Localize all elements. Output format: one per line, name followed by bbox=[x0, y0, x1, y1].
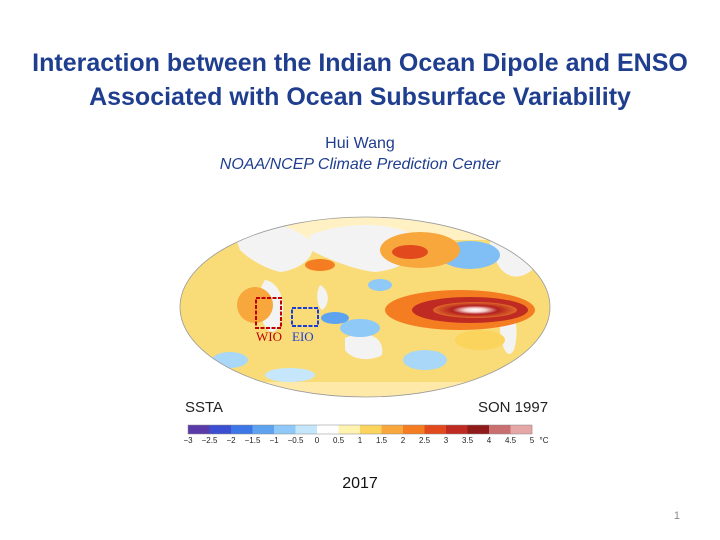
ssta-map-figure: WIO EIO SSTA SON 1997 −3 −2.5 −2 −1.5 −1 −0.5… bbox=[170, 210, 560, 460]
colorbar-tick-label: −0.5 bbox=[287, 436, 304, 445]
colorbar-swatch bbox=[338, 425, 361, 434]
colorbar-swatch bbox=[188, 425, 210, 434]
author-name: Hui Wang bbox=[325, 135, 395, 152]
colorbar-swatch bbox=[295, 425, 318, 434]
colorbar-swatch bbox=[317, 425, 339, 434]
eio-box bbox=[291, 307, 319, 327]
colorbar-tick-label: −2 bbox=[226, 436, 236, 445]
colorbar-tick-label: 2 bbox=[400, 436, 406, 445]
colorbar-tick-label: 4.5 bbox=[504, 436, 517, 445]
colorbar bbox=[187, 424, 533, 435]
colorbar-swatch bbox=[381, 425, 404, 434]
year: 2017 bbox=[342, 475, 378, 492]
colorbar-border bbox=[187, 424, 533, 435]
wio-label: WIO bbox=[256, 329, 282, 344]
colorbar-swatch bbox=[403, 425, 425, 434]
colorbar-tick-label: 1.5 bbox=[375, 436, 388, 445]
colorbar-tick-label: 5 bbox=[529, 436, 535, 445]
colorbar-swatch bbox=[446, 425, 468, 434]
season-label: SON 1997 bbox=[478, 399, 549, 416]
author-affiliation: NOAA/NCEP Climate Prediction Center bbox=[219, 156, 501, 173]
colorbar-swatch bbox=[467, 425, 490, 434]
colorbar-tick-label: 0 bbox=[314, 436, 320, 445]
colorbar-swatch bbox=[489, 425, 511, 434]
colorbar-unit: °C bbox=[539, 436, 549, 445]
colorbar-swatch bbox=[424, 425, 447, 434]
ssta-map-graphic: WIO EIO bbox=[179, 216, 551, 435]
colorbar-tick-labels: −3 −2.5 −2 −1.5 −1 −0.5 0 0.5 1 1.5 2 2.5 3 3.5 4 4.5 5 °… bbox=[170, 436, 560, 450]
colorbar-tick-label: 1 bbox=[357, 436, 363, 445]
map-anomaly-field bbox=[180, 217, 550, 397]
colorbar-swatch bbox=[274, 425, 296, 434]
page-number: 1 bbox=[673, 510, 680, 522]
colorbar-tick-label: 4 bbox=[486, 436, 492, 445]
colorbar-tick-label: 3.5 bbox=[461, 436, 474, 445]
wio-box bbox=[255, 297, 282, 329]
variable-label: SSTA bbox=[185, 399, 224, 416]
colorbar-tick-label: −1.5 bbox=[244, 436, 261, 445]
colorbar-swatch bbox=[231, 425, 253, 434]
colorbar-swatch bbox=[510, 425, 533, 434]
colorbar-swatch bbox=[360, 425, 382, 434]
colorbar-tick-label: 3 bbox=[443, 436, 449, 445]
title-line-1: Interaction between the Indian Ocean Dip… bbox=[32, 49, 688, 77]
colorbar-tick-label: −1 bbox=[269, 436, 279, 445]
title-line-2: Associated with Ocean Subsurface Variabi… bbox=[89, 83, 631, 111]
colorbar-tick-label: −3 bbox=[183, 436, 193, 445]
slide-title: Interaction between the Indian Ocean Dip… bbox=[0, 46, 720, 114]
colorbar-tick-label: 2.5 bbox=[418, 436, 431, 445]
colorbar-tick-label: −2.5 bbox=[201, 436, 218, 445]
colorbar-swatch bbox=[209, 425, 232, 434]
colorbar-swatch bbox=[252, 425, 275, 434]
colorbar-tick-label: 0.5 bbox=[332, 436, 345, 445]
eio-label: EIO bbox=[292, 329, 314, 344]
